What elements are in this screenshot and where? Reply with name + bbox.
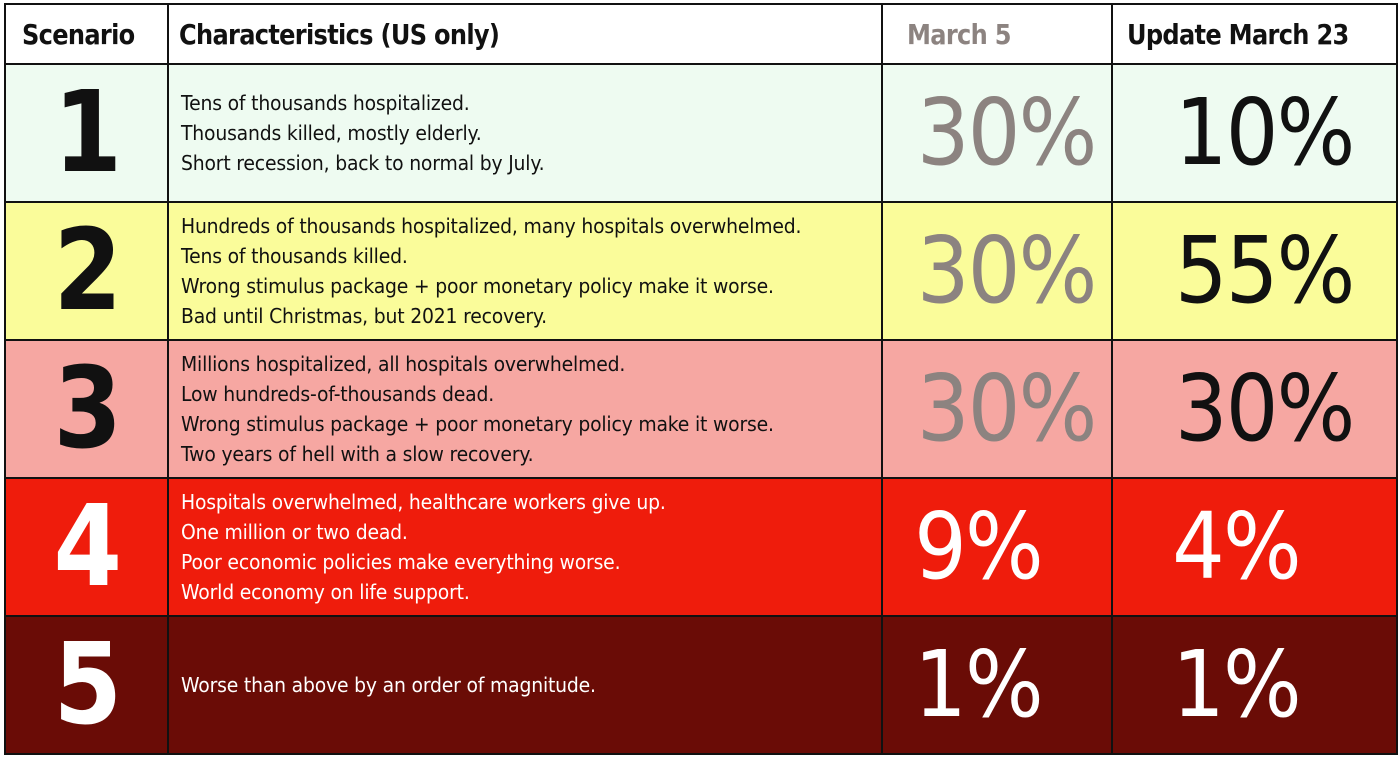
scenario-number-label: 5 — [53, 620, 122, 750]
characteristic-line: Bad until Christmas, but 2021 recovery. — [181, 304, 547, 328]
header-march23: Update March 23 — [1111, 3, 1398, 65]
scenario-number: 5 — [4, 615, 169, 755]
march23-value: 30% — [1174, 355, 1355, 462]
characteristic-line: Tens of thousands killed. — [181, 244, 408, 268]
march5-value: 30% — [916, 79, 1097, 186]
scenario-number-label: 1 — [53, 68, 122, 198]
march5-value: 30% — [916, 355, 1097, 462]
characteristics-cell: Millions hospitalized, all hospitals ove… — [167, 339, 883, 479]
characteristics-cell: Hundreds of thousands hospitalized, many… — [167, 201, 883, 341]
march5-probability: 30% — [881, 339, 1113, 479]
scenario-number: 3 — [4, 339, 169, 479]
march5-value: 30% — [916, 217, 1097, 324]
scenario-number: 2 — [4, 201, 169, 341]
march5-probability: 1% — [881, 615, 1113, 755]
table-body: 1 Tens of thousands hospitalized. Thousand… — [4, 63, 1398, 755]
march23-probability: 10% — [1111, 63, 1398, 203]
scenario-number-label: 4 — [53, 482, 122, 612]
march23-probability: 55% — [1111, 201, 1398, 341]
characteristic-line: Wrong stimulus package + poor monetary p… — [181, 274, 774, 298]
characteristics-cell: Hospitals overwhelmed, healthcare worker… — [167, 477, 883, 617]
characteristic-line: Hundreds of thousands hospitalized, many… — [181, 214, 802, 238]
characteristic-line: Low hundreds-of-thousands dead. — [181, 382, 495, 406]
characteristic-line: Short recession, back to normal by July. — [181, 151, 545, 175]
march5-probability: 30% — [881, 201, 1113, 341]
table-row: 4 Hospitals overwhelmed, healthcare worke… — [4, 477, 1398, 617]
characteristics-cell: Worse than above by an order of magnitud… — [167, 615, 883, 755]
scenario-number: 1 — [4, 63, 169, 203]
characteristic-line: Tens of thousands hospitalized. — [181, 91, 470, 115]
scenario-number-label: 2 — [53, 206, 122, 336]
march23-value: 10% — [1174, 79, 1355, 186]
march5-probability: 9% — [881, 477, 1113, 617]
header-march5: March 5 — [881, 3, 1113, 65]
march23-value: 1% — [1172, 631, 1302, 738]
march5-value: 9% — [914, 493, 1044, 600]
table-row: 1 Tens of thousands hospitalized. Thousand… — [4, 63, 1398, 203]
scenario-number-label: 3 — [53, 344, 122, 474]
march5-value: 1% — [914, 631, 1044, 738]
characteristic-line: Thousands killed, mostly elderly. — [181, 121, 482, 145]
characteristic-line: World economy on life support. — [181, 580, 470, 604]
march23-probability: 4% — [1111, 477, 1398, 617]
scenario-number: 4 — [4, 477, 169, 617]
characteristic-line: Poor economic policies make everything w… — [181, 550, 621, 574]
scenario-table: Scenario Characteristics (US only) March… — [4, 3, 1398, 755]
table-row: 5 Worse than above by an order of magnitu… — [4, 615, 1398, 755]
characteristics-cell: Tens of thousands hospitalized. Thousands… — [167, 63, 883, 203]
march5-probability: 30% — [881, 63, 1113, 203]
table-row: 3 Millions hospitalized, all hospitals ov… — [4, 339, 1398, 479]
characteristic-line: One million or two dead. — [181, 520, 408, 544]
table-row: 2 Hundreds of thousands hospitalized, man… — [4, 201, 1398, 341]
march23-probability: 30% — [1111, 339, 1398, 479]
march23-probability: 1% — [1111, 615, 1398, 755]
characteristic-line: Hospitals overwhelmed, healthcare worker… — [181, 490, 666, 514]
characteristic-line: Wrong stimulus package + poor monetary p… — [181, 412, 774, 436]
characteristic-line: Worse than above by an order of magnitud… — [181, 673, 596, 697]
march23-value: 55% — [1174, 217, 1355, 324]
characteristic-line: Millions hospitalized, all hospitals ove… — [181, 352, 626, 376]
characteristic-line: Two years of hell with a slow recovery. — [181, 442, 534, 466]
march23-value: 4% — [1172, 493, 1302, 600]
header-characteristics: Characteristics (US only) — [167, 3, 883, 65]
header-scenario: Scenario — [4, 3, 169, 65]
header-row: Scenario Characteristics (US only) March… — [4, 3, 1398, 65]
